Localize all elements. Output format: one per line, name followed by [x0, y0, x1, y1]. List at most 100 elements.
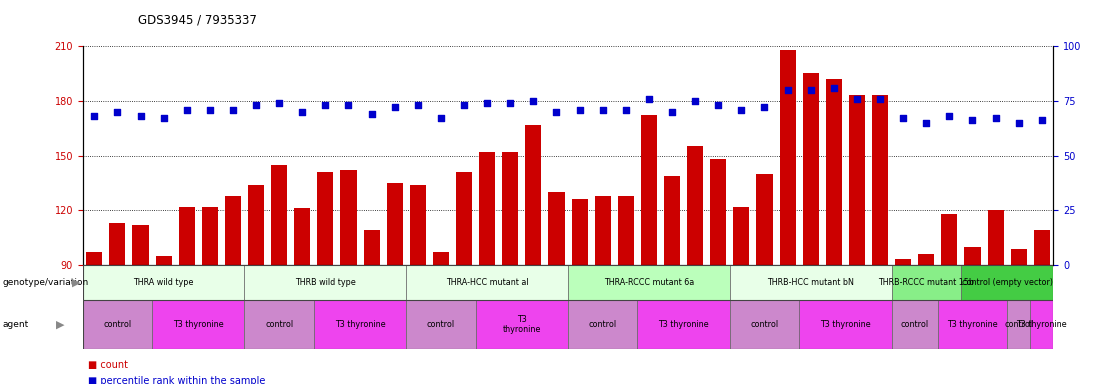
- Point: [802, 87, 820, 93]
- Point: [686, 98, 704, 104]
- Bar: [730, 265, 891, 300]
- Bar: [733, 207, 749, 265]
- Bar: [918, 254, 934, 265]
- Point: [456, 102, 473, 108]
- Point: [293, 109, 311, 115]
- Bar: [641, 116, 657, 265]
- Bar: [961, 265, 1053, 300]
- Bar: [895, 260, 911, 265]
- Bar: [83, 300, 152, 349]
- Text: GDS3945 / 7935337: GDS3945 / 7935337: [138, 14, 257, 27]
- Point: [1010, 120, 1028, 126]
- Point: [640, 96, 657, 102]
- Bar: [757, 174, 772, 265]
- Bar: [387, 183, 403, 265]
- Point: [964, 118, 982, 124]
- Text: T3 thyronine: T3 thyronine: [658, 320, 709, 329]
- Point: [502, 100, 520, 106]
- Point: [409, 102, 427, 108]
- Bar: [826, 79, 842, 265]
- Bar: [618, 196, 634, 265]
- Bar: [479, 152, 495, 265]
- Bar: [245, 300, 314, 349]
- Bar: [664, 175, 681, 265]
- Bar: [1030, 300, 1053, 349]
- Text: genotype/variation: genotype/variation: [2, 278, 88, 287]
- Text: control: control: [589, 320, 617, 329]
- Point: [570, 106, 588, 113]
- Bar: [548, 192, 565, 265]
- Bar: [406, 300, 475, 349]
- Bar: [987, 210, 1004, 265]
- Text: T3 thyronine: T3 thyronine: [334, 320, 385, 329]
- Bar: [83, 265, 245, 300]
- Point: [871, 96, 889, 102]
- Bar: [849, 95, 865, 265]
- Point: [593, 106, 611, 113]
- Bar: [891, 265, 961, 300]
- Bar: [1007, 300, 1030, 349]
- Point: [525, 98, 543, 104]
- Point: [317, 102, 334, 108]
- Point: [340, 102, 357, 108]
- Text: agent: agent: [2, 320, 29, 329]
- Bar: [687, 146, 704, 265]
- Bar: [502, 152, 518, 265]
- Bar: [271, 165, 287, 265]
- Bar: [1034, 230, 1050, 265]
- Point: [224, 106, 242, 113]
- Point: [108, 109, 126, 115]
- Text: control: control: [1005, 320, 1032, 329]
- Bar: [225, 196, 242, 265]
- Point: [1034, 118, 1051, 124]
- Text: control: control: [901, 320, 929, 329]
- Point: [895, 115, 912, 121]
- Bar: [595, 196, 611, 265]
- Text: T3 thyronine: T3 thyronine: [947, 320, 998, 329]
- Point: [154, 115, 172, 121]
- Point: [941, 113, 959, 119]
- Bar: [1010, 248, 1027, 265]
- Bar: [245, 265, 406, 300]
- Text: THRB-RCCC mutant 15b: THRB-RCCC mutant 15b: [878, 278, 974, 287]
- Point: [386, 104, 404, 111]
- Bar: [202, 207, 218, 265]
- Bar: [179, 207, 195, 265]
- Text: THRB-HCC mutant bN: THRB-HCC mutant bN: [768, 278, 854, 287]
- Point: [617, 106, 634, 113]
- Bar: [571, 199, 588, 265]
- Bar: [525, 124, 542, 265]
- Bar: [432, 252, 449, 265]
- Text: ▶: ▶: [72, 277, 81, 287]
- Point: [756, 104, 773, 111]
- Bar: [964, 247, 981, 265]
- Bar: [314, 300, 406, 349]
- Point: [825, 84, 843, 91]
- Bar: [248, 185, 264, 265]
- Bar: [132, 225, 149, 265]
- Point: [363, 111, 381, 117]
- Bar: [803, 73, 818, 265]
- Bar: [800, 300, 891, 349]
- Point: [131, 113, 149, 119]
- Text: ▶: ▶: [56, 319, 65, 329]
- Point: [270, 100, 288, 106]
- Bar: [938, 300, 1007, 349]
- Text: T3 thyronine: T3 thyronine: [1017, 320, 1067, 329]
- Bar: [109, 223, 126, 265]
- Bar: [406, 265, 568, 300]
- Text: control: control: [104, 320, 131, 329]
- Point: [732, 106, 750, 113]
- Bar: [941, 214, 957, 265]
- Bar: [295, 209, 310, 265]
- Bar: [475, 300, 568, 349]
- Bar: [152, 300, 245, 349]
- Bar: [872, 95, 888, 265]
- Point: [548, 109, 566, 115]
- Point: [247, 102, 265, 108]
- Bar: [780, 50, 795, 265]
- Text: control: control: [750, 320, 779, 329]
- Text: ■ percentile rank within the sample: ■ percentile rank within the sample: [88, 376, 266, 384]
- Bar: [891, 300, 938, 349]
- Point: [432, 115, 450, 121]
